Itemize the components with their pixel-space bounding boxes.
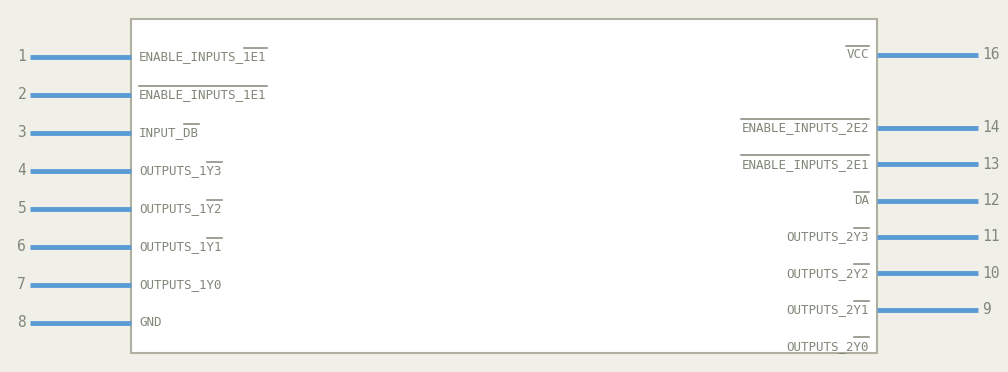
Text: DA: DA (854, 194, 869, 207)
Text: ENABLE_INPUTS_2E1: ENABLE_INPUTS_2E1 (742, 158, 869, 171)
Text: OUTPUTS_1Y2: OUTPUTS_1Y2 (139, 202, 222, 215)
Text: 3: 3 (17, 125, 26, 140)
Text: OUTPUTS_1Y3: OUTPUTS_1Y3 (139, 164, 222, 177)
Text: 4: 4 (17, 163, 26, 178)
Text: 5: 5 (17, 201, 26, 217)
Text: OUTPUTS_2Y2: OUTPUTS_2Y2 (786, 267, 869, 280)
Text: VCC: VCC (847, 48, 869, 61)
Text: 12: 12 (982, 193, 999, 208)
Text: ENABLE_INPUTS_1E1: ENABLE_INPUTS_1E1 (139, 50, 266, 63)
Text: OUTPUTS_2Y0: OUTPUTS_2Y0 (786, 340, 869, 353)
Text: GND: GND (139, 317, 161, 330)
Text: 8: 8 (17, 315, 26, 330)
Text: OUTPUTS_1Y1: OUTPUTS_1Y1 (139, 240, 222, 253)
Text: 14: 14 (982, 120, 999, 135)
Text: 9: 9 (982, 302, 991, 317)
Text: OUTPUTS_2Y1: OUTPUTS_2Y1 (786, 303, 869, 316)
Text: INPUT_DB: INPUT_DB (139, 126, 199, 139)
Text: OUTPUTS_1Y0: OUTPUTS_1Y0 (139, 278, 222, 291)
Text: 16: 16 (982, 48, 999, 62)
Text: 2: 2 (17, 87, 26, 102)
Bar (131, 19, 877, 353)
Text: ENABLE_INPUTS_2E2: ENABLE_INPUTS_2E2 (742, 121, 869, 134)
Text: 13: 13 (982, 157, 999, 171)
Text: 10: 10 (982, 266, 999, 281)
Text: 6: 6 (17, 239, 26, 254)
Text: ENABLE_INPUTS_1E1: ENABLE_INPUTS_1E1 (139, 88, 266, 101)
Text: 1: 1 (17, 49, 26, 64)
Text: OUTPUTS_2Y3: OUTPUTS_2Y3 (786, 230, 869, 243)
Text: 11: 11 (982, 230, 999, 244)
Text: 7: 7 (17, 278, 26, 292)
